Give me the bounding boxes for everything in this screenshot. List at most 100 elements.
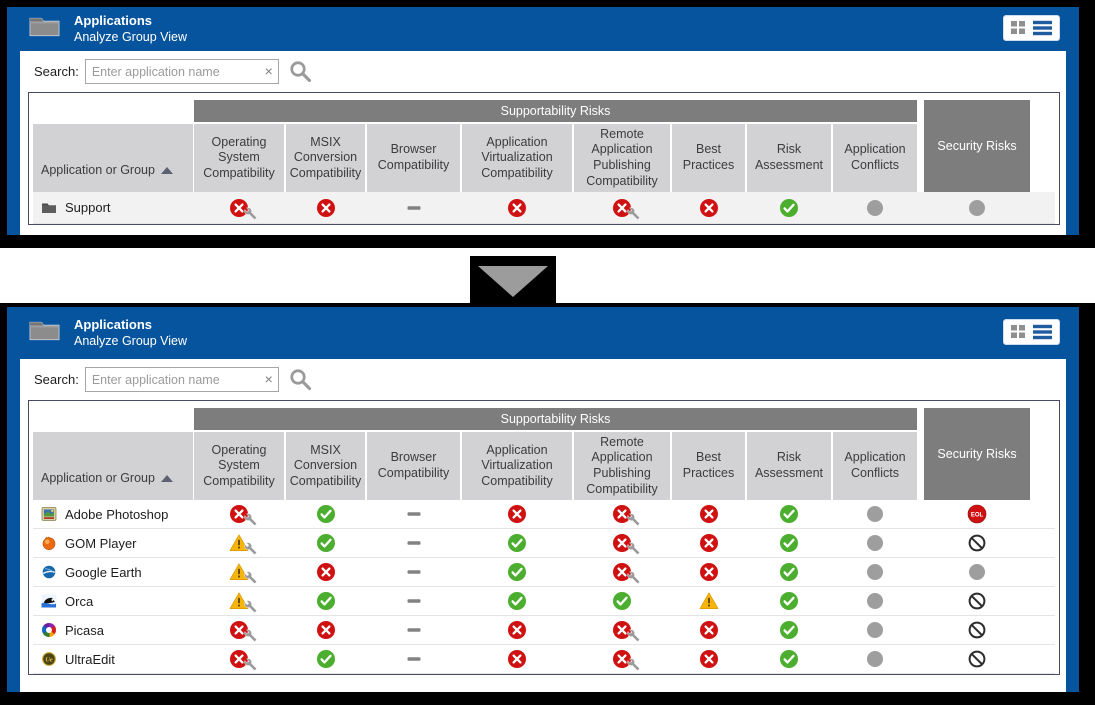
warning-icon [699, 591, 719, 611]
clear-search-icon[interactable]: × [264, 371, 273, 387]
status-na [832, 562, 918, 582]
search-label: Search: [34, 372, 79, 387]
flow-arrow-box [470, 256, 556, 303]
status-warning-fix [193, 591, 285, 613]
column-header-application-conflicts[interactable]: Application Conflicts [833, 124, 917, 192]
table-row[interactable]: Adobe Photoshop EOL [33, 500, 1055, 529]
column-header-security-risks[interactable]: Security Risks [924, 408, 1030, 500]
table-row[interactable]: Picasa [33, 616, 1055, 645]
column-header-application-or-group[interactable]: Application or Group [33, 432, 193, 500]
app-name-cell[interactable]: Google Earth [33, 558, 193, 586]
column-header-browser-compatibility[interactable]: Browser Compatibility [367, 124, 460, 192]
status-na [924, 562, 1030, 582]
error-icon [507, 620, 527, 640]
search-input[interactable] [85, 64, 278, 79]
column-header-risk-assessment[interactable]: Risk Assessment [747, 432, 831, 500]
error-fix-icon [612, 562, 640, 584]
status-error-fix [193, 504, 285, 526]
list-view-icon[interactable] [1033, 20, 1052, 36]
error-icon [699, 533, 719, 553]
grid-view-icon[interactable] [1011, 21, 1026, 35]
table-row[interactable]: Ue UltraEdit [33, 645, 1055, 674]
error-icon [316, 620, 336, 640]
column-header-app-virtualization[interactable]: Application Virtualization Compatibility [462, 124, 572, 192]
list-view-icon[interactable] [1033, 324, 1052, 340]
column-header-label: Application or Group [41, 163, 155, 177]
app-name-cell[interactable]: Picasa [33, 616, 193, 644]
status-error [671, 533, 746, 553]
success-icon [316, 504, 336, 524]
column-header-risk-assessment[interactable]: Risk Assessment [747, 124, 831, 192]
error-icon [699, 649, 719, 669]
status-na [832, 533, 918, 553]
grid-view-icon[interactable] [1011, 325, 1026, 339]
clear-search-icon[interactable]: × [264, 63, 273, 79]
column-header-browser-compatibility[interactable]: Browser Compatibility [367, 432, 460, 500]
table-row[interactable]: Orca [33, 587, 1055, 616]
down-arrow-icon [478, 265, 548, 297]
column-header-os-compatibility[interactable]: Operating System Compatibility [194, 432, 284, 500]
sort-ascending-icon [160, 475, 173, 482]
status-error-fix [573, 533, 671, 555]
app-name: UltraEdit [65, 651, 115, 667]
group-header-supportability-risks: Supportability Risks [194, 408, 917, 430]
column-header-msix-conversion[interactable]: MSIX Conversion Compatibility [286, 124, 365, 192]
status-success [746, 198, 832, 218]
dash-icon [404, 591, 424, 611]
status-error-fix [573, 562, 671, 584]
search-label: Search: [34, 64, 79, 79]
success-icon [612, 591, 632, 611]
table-row[interactable]: GOM Player [33, 529, 1055, 558]
success-icon [316, 649, 336, 669]
column-header-os-compatibility[interactable]: Operating System Compatibility [194, 124, 284, 192]
status-error [671, 620, 746, 640]
blocked-icon [967, 533, 987, 553]
table-header: Supportability Risks Security Risks Appl… [33, 408, 1055, 500]
status-error-fix [573, 198, 671, 220]
column-header-app-virtualization[interactable]: Application Virtualization Compatibility [462, 432, 572, 500]
na-icon [865, 504, 885, 524]
app-name-cell[interactable]: Adobe Photoshop [33, 500, 193, 528]
column-header-best-practices[interactable]: Best Practices [672, 432, 745, 500]
error-icon [699, 504, 719, 524]
column-header-application-or-group[interactable]: Application or Group [33, 124, 193, 192]
app-name-cell[interactable]: Orca [33, 587, 193, 615]
status-error-fix [193, 620, 285, 642]
app-name-cell[interactable]: GOM Player [33, 529, 193, 557]
column-header-remote-app-publishing[interactable]: Remote Application Publishing Compatibil… [574, 432, 670, 500]
column-header-best-practices[interactable]: Best Practices [672, 124, 745, 192]
column-header-security-risks[interactable]: Security Risks [924, 100, 1030, 192]
na-icon [865, 562, 885, 582]
status-na [832, 198, 918, 218]
search-icon[interactable] [288, 59, 313, 84]
folder-icon [41, 200, 57, 216]
search-box: × [84, 59, 279, 84]
table-row[interactable]: Support [33, 192, 1055, 224]
dash-icon [404, 649, 424, 669]
table-row[interactable]: Google Earth [33, 558, 1055, 587]
column-header-application-conflicts[interactable]: Application Conflicts [833, 432, 917, 500]
status-na [832, 649, 918, 669]
na-icon [865, 591, 885, 611]
column-header-label: Application or Group [41, 471, 155, 485]
blocked-icon [967, 649, 987, 669]
column-header-remote-app-publishing[interactable]: Remote Application Publishing Compatibil… [574, 124, 670, 192]
status-error [285, 620, 366, 640]
status-dash [366, 533, 461, 553]
status-error-fix [573, 504, 671, 526]
error-icon [507, 198, 527, 218]
na-icon [865, 620, 885, 640]
app-name-cell[interactable]: Ue UltraEdit [33, 645, 193, 673]
status-eol: EOL [924, 504, 1030, 524]
error-fix-icon [229, 198, 257, 220]
view-toggle [1003, 319, 1060, 345]
column-header-msix-conversion[interactable]: MSIX Conversion Compatibility [286, 432, 365, 500]
search-input[interactable] [85, 372, 278, 387]
table-body: Support [33, 192, 1055, 224]
app-name-cell[interactable]: Support [33, 192, 193, 223]
search-icon[interactable] [288, 367, 313, 392]
status-success [285, 504, 366, 524]
status-dash [366, 591, 461, 611]
sort-ascending-icon [160, 167, 173, 174]
error-icon [699, 198, 719, 218]
